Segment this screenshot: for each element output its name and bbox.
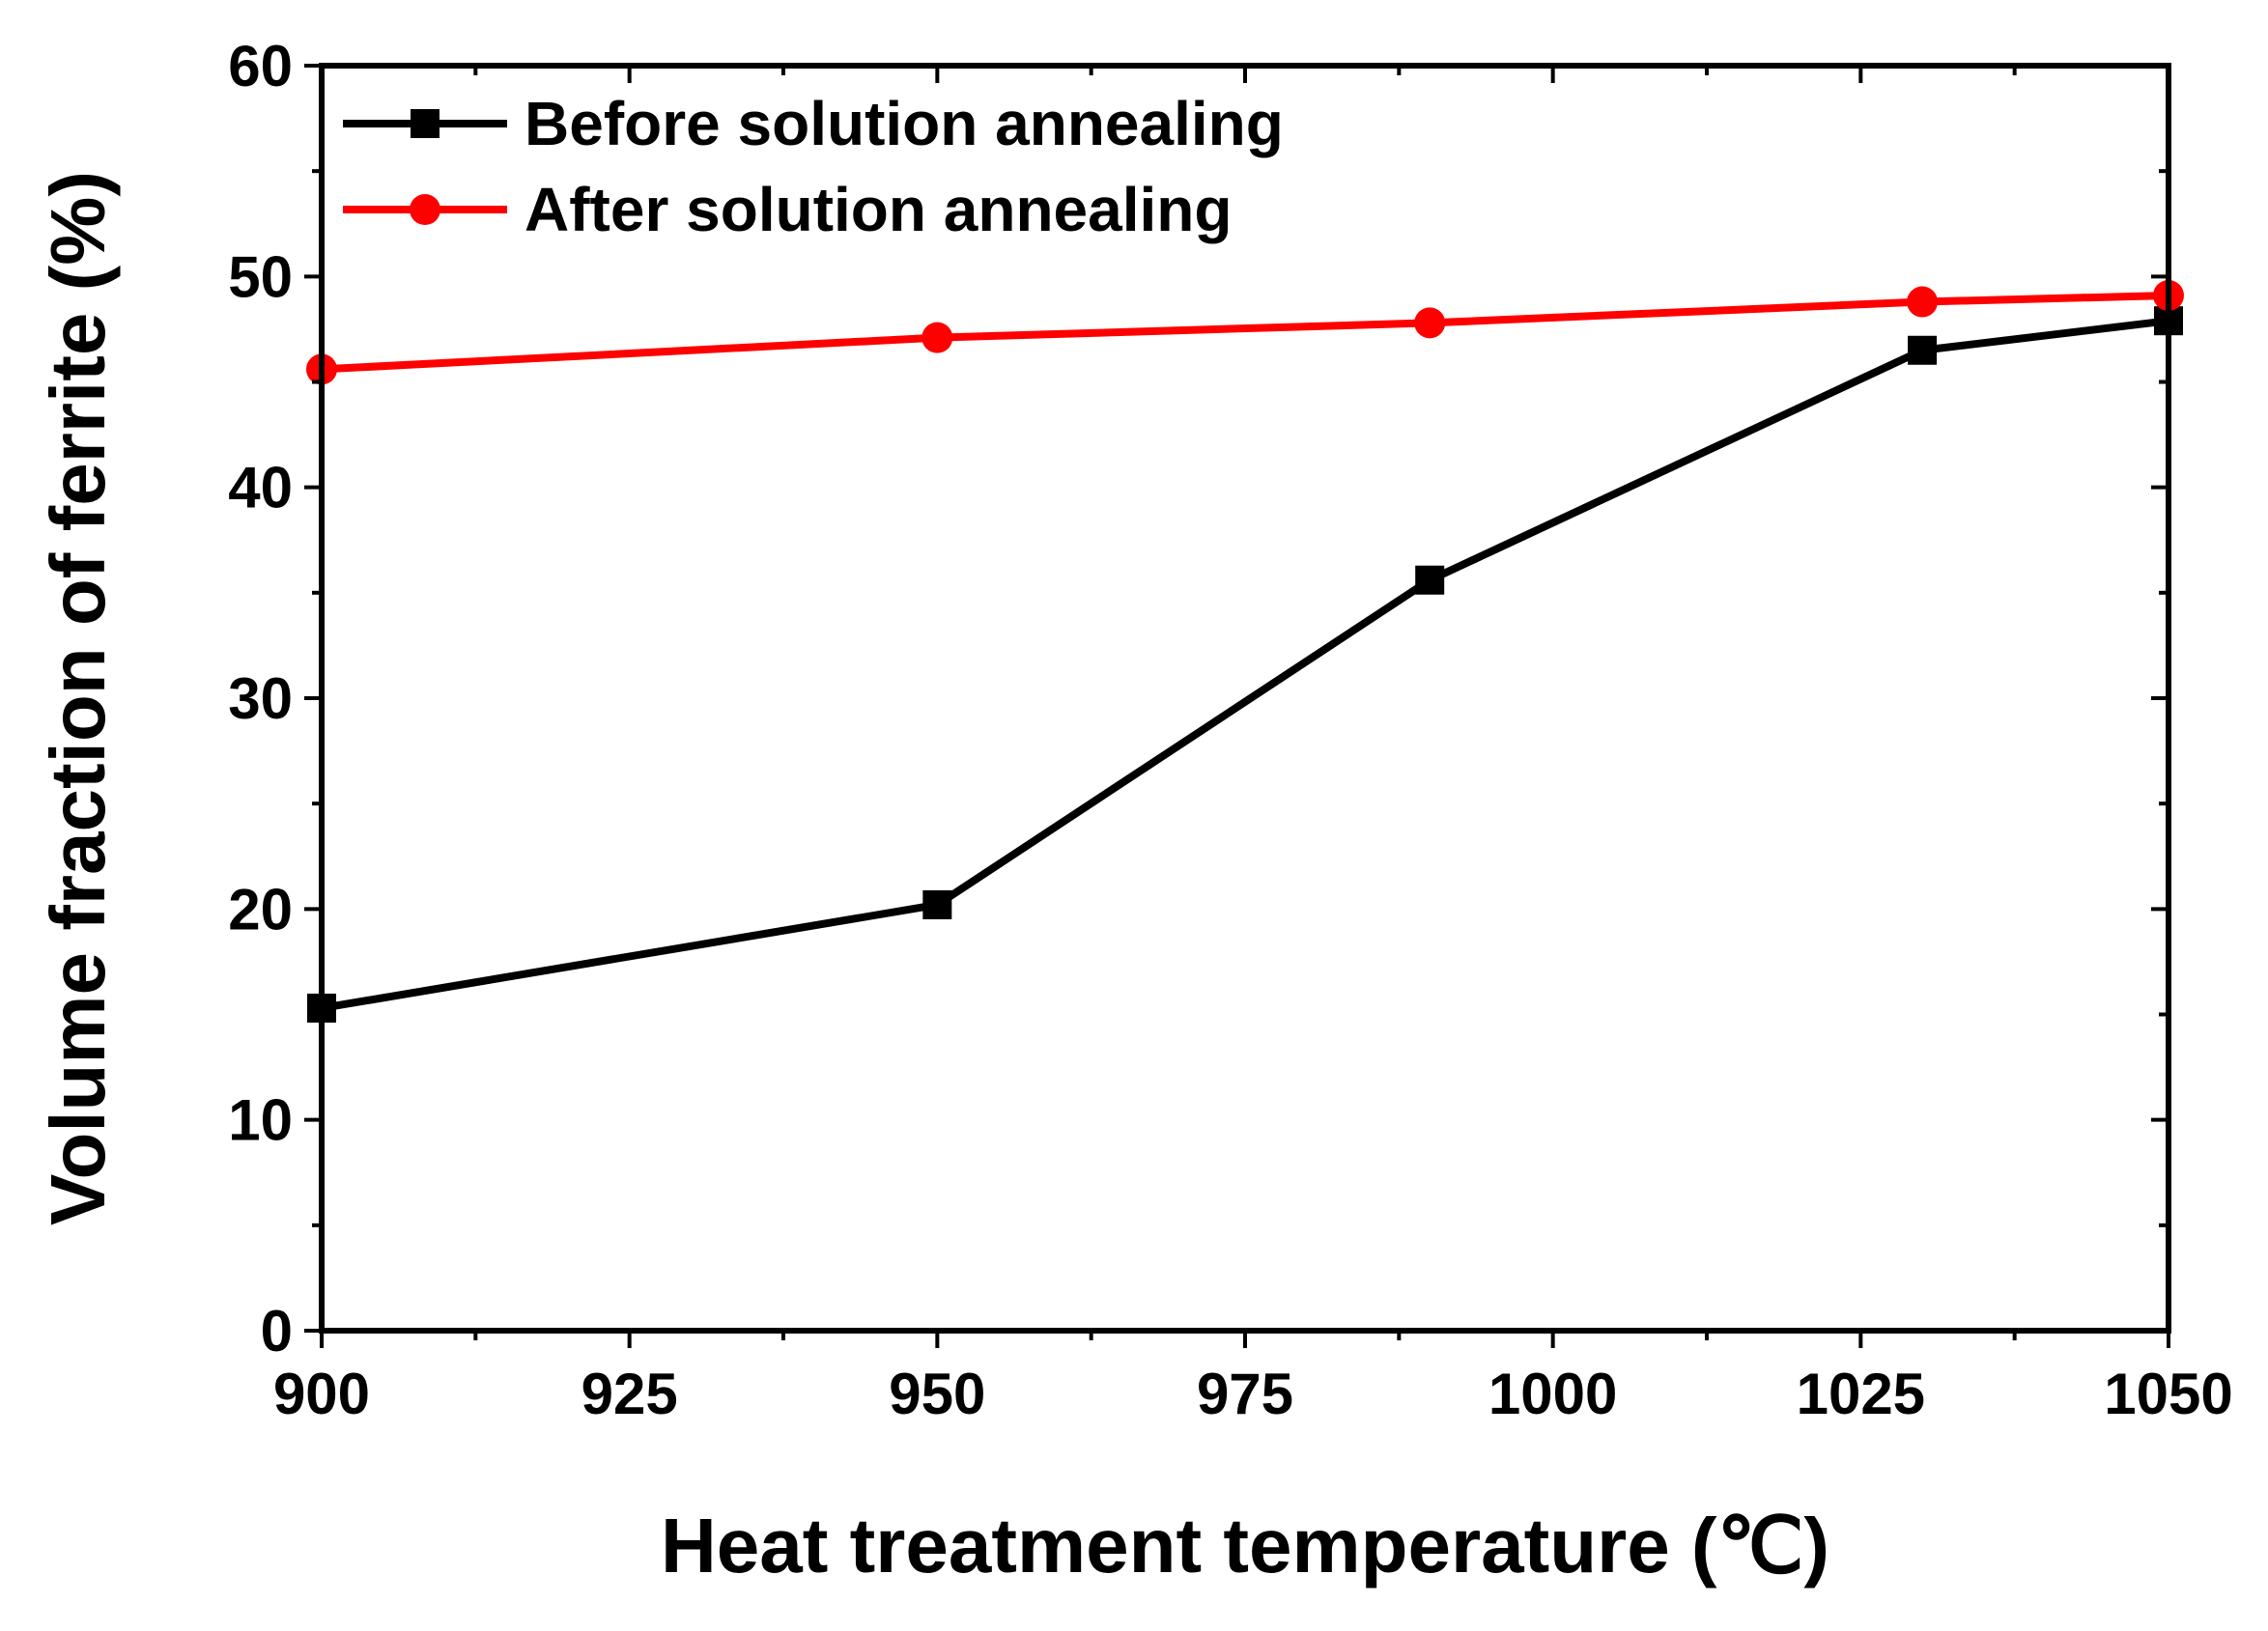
legend-label-after: After solution annealing	[524, 175, 1232, 244]
y-tick-label: 50	[228, 244, 293, 309]
data-point-after	[921, 322, 953, 353]
data-point-before	[1415, 565, 1445, 595]
data-point-after	[1414, 307, 1446, 339]
x-tick-label: 925	[581, 1362, 678, 1426]
x-tick-label: 950	[889, 1362, 985, 1426]
legend: Before solution annealing After solution…	[343, 89, 1284, 244]
x-axis-title: Heat treatment temperature (℃)	[661, 1503, 1829, 1589]
data-point-before	[922, 889, 952, 919]
y-tick-label: 20	[228, 877, 293, 942]
y-tick-label: 10	[228, 1088, 293, 1153]
legend-marker-after	[410, 194, 440, 225]
y-tick-label: 60	[228, 34, 293, 98]
data-point-after	[1907, 286, 1939, 318]
axis-ticks	[304, 64, 2170, 1348]
y-tick-label: 40	[228, 456, 293, 520]
y-axis-title: Volume fraction of ferrite (%)	[35, 171, 121, 1225]
x-tick-label: 900	[273, 1362, 370, 1426]
legend-label-before: Before solution annealing	[524, 89, 1284, 158]
series-line-before	[321, 317, 2169, 1012]
series-line-after	[321, 291, 2169, 374]
x-tick-label: 1050	[2104, 1362, 2232, 1426]
y-tick-label: 0	[261, 1299, 293, 1364]
x-tick-label: 975	[1197, 1362, 1293, 1426]
series-layer	[306, 279, 2184, 1023]
series-before	[307, 306, 2183, 1023]
data-point-before	[1908, 335, 1938, 365]
tick-labels: 900 925 950 975 1000 1025 1050 0 10 20 30 40 50 60	[228, 34, 2232, 1426]
series-after	[306, 279, 2184, 385]
legend-marker-before	[411, 109, 439, 138]
y-tick-label: 30	[228, 666, 293, 731]
x-tick-label: 1000	[1488, 1362, 1617, 1426]
x-tick-label: 1025	[1797, 1362, 1925, 1426]
